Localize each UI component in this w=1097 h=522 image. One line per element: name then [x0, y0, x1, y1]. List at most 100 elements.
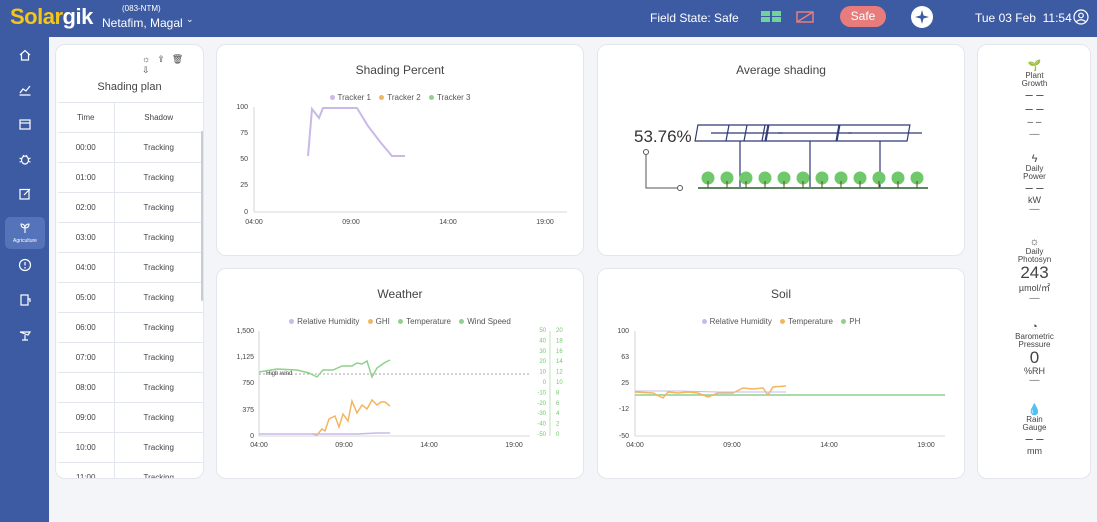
- table-row[interactable]: 10:00 Tracking: [58, 432, 203, 463]
- sidebar-item-reports[interactable]: [5, 285, 45, 317]
- edit-icon: [19, 188, 31, 200]
- y2-tick: -30: [537, 411, 546, 417]
- analytics-icon: [19, 85, 31, 96]
- tree-icon: [891, 171, 905, 185]
- delete-icon[interactable]: 🗑: [171, 54, 184, 64]
- y2-tick: 20: [539, 359, 546, 365]
- sidebar-item-trackers[interactable]: [5, 320, 45, 352]
- sidebar-item-calendar[interactable]: [5, 109, 45, 141]
- table-row[interactable]: 08:00 Tracking: [58, 372, 203, 403]
- table-row[interactable]: 07:00 Tracking: [58, 342, 203, 373]
- table-row[interactable]: 00:00 Tracking: [58, 132, 203, 163]
- svg-text:09:00: 09:00: [723, 442, 741, 449]
- sidebar-item-pests[interactable]: [5, 144, 45, 176]
- sidebar-item-home[interactable]: [5, 40, 45, 72]
- metrics-card: 🌱 Plant Growth – – – – – – — ϟ Daily Pow…: [977, 44, 1091, 479]
- weather-title: Weather: [377, 287, 423, 301]
- column-header-shadow: Shadow: [114, 102, 203, 133]
- time-cell: 00:00: [58, 132, 115, 163]
- assistant-icon[interactable]: [911, 6, 933, 28]
- y3-tick: 0: [556, 432, 560, 438]
- weather-chart: 1,500 1,125 750 375 0 50403020100-10-20-…: [236, 328, 563, 449]
- y3-tick: 12: [556, 370, 563, 376]
- shadow-cell[interactable]: Tracking: [114, 342, 203, 373]
- table-row[interactable]: 06:00 Tracking: [58, 312, 203, 343]
- svg-text:750: 750: [242, 380, 254, 387]
- time-cell: 04:00: [58, 252, 115, 283]
- legend-item-wind-speed[interactable]: Wind Speed: [459, 317, 511, 326]
- sidebar-item-alerts[interactable]: [5, 250, 45, 282]
- time-cell: 10:00: [58, 432, 115, 463]
- tree-icon: [910, 171, 924, 185]
- sun-icon[interactable]: ☼: [142, 54, 151, 64]
- download-icon[interactable]: ⇩: [142, 65, 150, 75]
- sidebar: Agriculture: [0, 37, 49, 522]
- time-cell: 11:00: [58, 462, 115, 478]
- chevron-down-icon[interactable]: ⌄: [186, 14, 194, 24]
- shadow-cell[interactable]: Tracking: [114, 402, 203, 433]
- sidebar-item-analytics[interactable]: [5, 75, 45, 107]
- table-row[interactable]: 04:00 Tracking: [58, 252, 203, 283]
- legend-item-tracker1[interactable]: Tracker 1: [329, 93, 371, 102]
- upload-icon[interactable]: ⇪: [157, 54, 165, 64]
- shadow-cell[interactable]: Tracking: [114, 282, 203, 313]
- y3-tick: 20: [556, 328, 563, 334]
- svg-text:14:00: 14:00: [420, 442, 438, 449]
- status-badge[interactable]: Safe: [840, 6, 886, 27]
- y3-tick: 8: [556, 390, 560, 396]
- shadow-cell[interactable]: Tracking: [114, 192, 203, 223]
- legend-item-ph[interactable]: PH: [841, 317, 860, 326]
- rain-gauge-value: – –: [1025, 431, 1044, 446]
- shadow-cell[interactable]: Tracking: [114, 252, 203, 283]
- tree-icon: [853, 171, 867, 185]
- shadow-cell[interactable]: Tracking: [114, 222, 203, 253]
- shadow-cell[interactable]: Tracking: [114, 432, 203, 463]
- field-state: Field State: Safe: [650, 11, 739, 25]
- tree-icon: [739, 171, 753, 185]
- time-text: 11:54: [1042, 11, 1072, 25]
- tree-icon: [872, 171, 886, 185]
- svg-text:100: 100: [617, 328, 629, 335]
- svg-text:1,125: 1,125: [236, 354, 254, 361]
- table-row[interactable]: 03:00 Tracking: [58, 222, 203, 253]
- y3-tick: 6: [556, 401, 560, 407]
- user-icon[interactable]: [1073, 9, 1089, 25]
- site-selector[interactable]: Netafim, Magal: [102, 16, 183, 30]
- y2-tick: -20: [537, 401, 546, 407]
- solar-panels-icon[interactable]: [760, 10, 782, 23]
- sun-icon: ☼: [1029, 236, 1040, 248]
- shading-percent-card: Shading Percent Tracker 1 Tracker 2 Trac…: [216, 44, 584, 256]
- table-row[interactable]: 02:00 Tracking: [58, 192, 203, 223]
- legend-item-temperature[interactable]: Temperature: [780, 317, 833, 326]
- date-text: Tue 03 Feb: [975, 11, 1036, 25]
- logo[interactable]: Solargik: [10, 4, 93, 30]
- table-row[interactable]: 11:00 Tracking: [58, 462, 203, 478]
- legend-item-humidity[interactable]: Relative Humidity: [289, 317, 359, 326]
- sidebar-item-tasks[interactable]: [5, 179, 45, 211]
- tree-icon: [777, 171, 791, 185]
- shadow-cell[interactable]: Tracking: [114, 312, 203, 343]
- legend-item-tracker2[interactable]: Tracker 2: [379, 93, 421, 102]
- shading-plan-toolbar: ☼ ⇪ 🗑 ⇩: [142, 54, 203, 76]
- table-row[interactable]: 09:00 Tracking: [58, 402, 203, 433]
- top-bar: Solargik (083-NTM) Netafim, Magal ⌄ Fiel…: [0, 0, 1097, 37]
- legend-item-ghi[interactable]: GHI: [367, 317, 390, 326]
- legend-item-tracker3[interactable]: Tracker 3: [428, 93, 470, 102]
- panel-alert-icon[interactable]: [796, 10, 814, 23]
- sidebar-item-agriculture[interactable]: Agriculture: [5, 217, 45, 249]
- bug-icon: [19, 154, 31, 165]
- shadow-cell[interactable]: Tracking: [114, 132, 203, 163]
- shadow-cell[interactable]: Tracking: [114, 162, 203, 193]
- legend-item-temperature[interactable]: Temperature: [398, 317, 451, 326]
- soil-legend: Relative Humidity Temperature PH: [598, 317, 964, 326]
- scrollbar[interactable]: [201, 131, 203, 301]
- shadow-cell[interactable]: Tracking: [114, 372, 203, 403]
- shadow-cell[interactable]: Tracking: [114, 462, 203, 478]
- table-row[interactable]: 01:00 Tracking: [58, 162, 203, 193]
- table-row[interactable]: 05:00 Tracking: [58, 282, 203, 313]
- legend-item-humidity[interactable]: Relative Humidity: [701, 317, 772, 326]
- column-header-time: Time: [58, 102, 115, 133]
- table-header-row: Time Shadow: [58, 102, 203, 133]
- svg-text:63: 63: [621, 354, 629, 361]
- tree-icon: [834, 171, 848, 185]
